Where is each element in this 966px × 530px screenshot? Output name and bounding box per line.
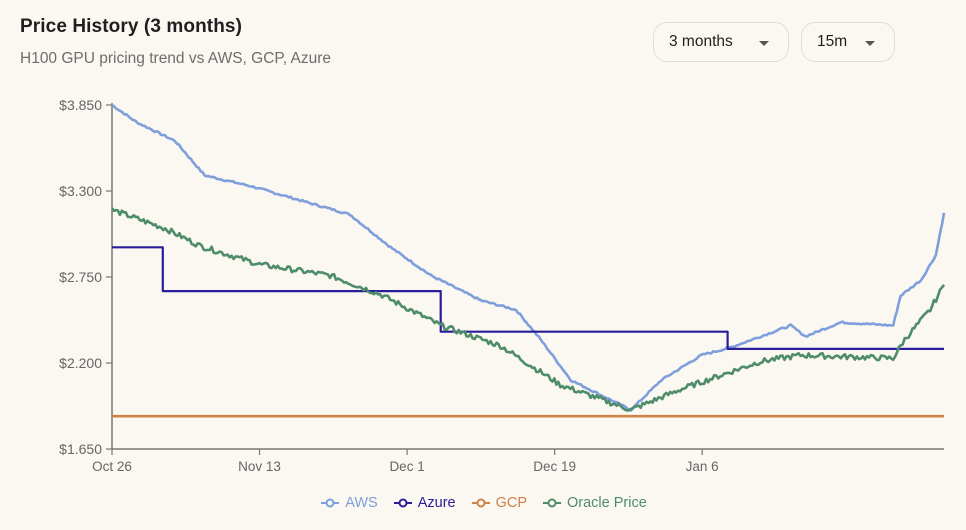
- chart-title: Price History (3 months): [20, 16, 243, 37]
- legend-line-circle-icon: [471, 498, 490, 508]
- y-tick-label: $3.300: [59, 183, 102, 199]
- legend-item-azure[interactable]: Azure: [392, 495, 456, 511]
- legend-label: AWS: [345, 495, 378, 511]
- y-tick-label: $3.850: [59, 97, 102, 113]
- x-tick-label: Jan 6: [686, 459, 719, 474]
- caret-down-icon: [865, 41, 875, 46]
- legend-line-circle-icon: [321, 498, 340, 508]
- series-azure-line: [112, 246, 944, 350]
- x-tick-label: Dec 1: [389, 459, 424, 474]
- interval-dropdown-value: 15m: [817, 33, 848, 50]
- y-tick-label: $1.650: [59, 441, 102, 457]
- caret-down-icon: [759, 41, 769, 46]
- y-tick-label: $2.200: [59, 355, 102, 371]
- legend-label: Oracle Price: [567, 495, 647, 511]
- legend-item-aws[interactable]: AWS: [319, 495, 378, 511]
- chart-subtitle: H100 GPU pricing trend vs AWS, GCP, Azur…: [20, 50, 331, 67]
- series-oracle-price-line: [110, 207, 946, 412]
- chart-legend: AWS Azure GCP Oracle Price: [0, 495, 966, 511]
- interval-dropdown[interactable]: 15m: [801, 22, 895, 62]
- legend-label: GCP: [495, 495, 528, 511]
- y-axis: $1.650 $2.200 $2.750 $3.300 $3.850: [59, 97, 113, 457]
- price-history-chart: $1.650 $2.200 $2.750 $3.300 $3.850 Oct 26 Nov…: [59, 97, 946, 474]
- range-dropdown[interactable]: 3 months: [653, 22, 789, 62]
- y-tick-label: $2.750: [59, 269, 102, 285]
- range-dropdown-value: 3 months: [669, 33, 733, 50]
- x-axis: Oct 26 Nov 13 Dec 1 Dec 19 Jan 6: [92, 448, 944, 474]
- legend-label: Azure: [417, 495, 456, 511]
- legend-item-gcp[interactable]: GCP: [470, 495, 527, 511]
- x-tick-label: Nov 13: [238, 459, 281, 474]
- series-lines: [110, 103, 946, 418]
- legend-item-oracle-price[interactable]: Oracle Price: [541, 495, 647, 511]
- x-tick-label: Dec 19: [533, 459, 576, 474]
- series-aws-line: [111, 103, 946, 412]
- legend-line-circle-icon: [393, 498, 412, 508]
- x-tick-label: Oct 26: [92, 459, 132, 474]
- legend-line-circle-icon: [543, 498, 562, 508]
